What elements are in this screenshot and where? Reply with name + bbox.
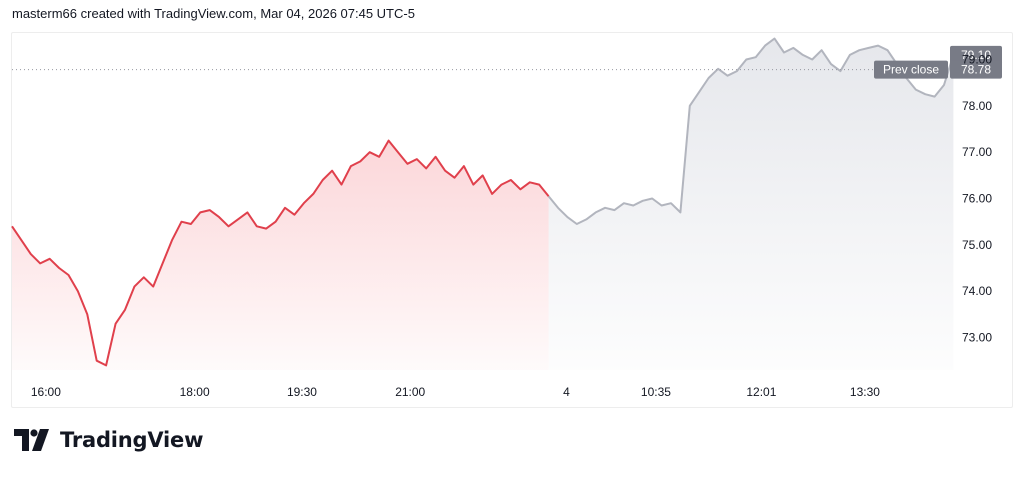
x-tick-label: 12:01 [746,385,776,399]
chart-frame [11,32,1013,408]
regular-session-area [12,140,549,370]
x-tick-label: 13:30 [850,385,880,399]
x-tick-label: 16:00 [31,385,61,399]
x-tick-label: 18:00 [180,385,210,399]
last-price-label: 79.10 [961,48,991,62]
regular-session-line [11,139,550,367]
y-tick-label: 75.00 [962,238,992,252]
x-tick-label: 10:35 [641,385,671,399]
extended-session-area [548,38,954,370]
last-price-badge [950,45,1002,64]
tradingview-logo-icon [14,429,49,451]
x-tick-label: 21:00 [395,385,425,399]
x-tick-label: 4 [563,385,570,399]
chart-caption: masterm66 created with TradingView.com, … [12,6,415,21]
prev-close-value-badge [950,60,1002,79]
tradingview-logo[interactable]: TradingView [14,428,203,452]
prev-close-badge [874,60,948,79]
y-tick-label: 78.00 [962,99,992,113]
prev-close-value-label: 78.78 [961,63,991,77]
y-tick-label: 79.00 [962,52,992,66]
brand-name: TradingView [60,428,204,452]
y-tick-label: 73.00 [962,331,992,345]
y-tick-label: 76.00 [962,192,992,206]
extended-session-line [547,37,955,225]
prev-close-text: Prev close [883,63,939,77]
price-chart[interactable]: 79.10 Prev close 78.78 73.00 74.00 75.00 76.0… [0,0,1024,420]
y-tick-label: 74.00 [962,284,992,298]
y-tick-label: 77.00 [962,145,992,159]
x-tick-label: 19:30 [287,385,317,399]
